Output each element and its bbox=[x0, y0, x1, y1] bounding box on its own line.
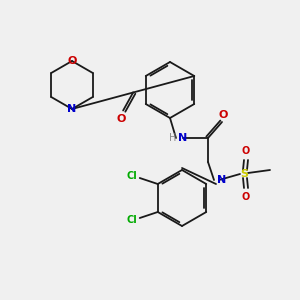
Text: S: S bbox=[240, 169, 248, 179]
Text: N: N bbox=[217, 175, 226, 185]
Text: O: O bbox=[116, 115, 126, 124]
Text: H: H bbox=[169, 133, 177, 143]
Text: O: O bbox=[218, 110, 228, 120]
Text: N: N bbox=[178, 133, 187, 143]
Text: Cl: Cl bbox=[126, 215, 137, 225]
Text: O: O bbox=[67, 56, 77, 66]
Text: Cl: Cl bbox=[126, 171, 137, 181]
Text: O: O bbox=[242, 146, 250, 156]
Text: N: N bbox=[68, 104, 76, 114]
Text: O: O bbox=[242, 192, 250, 202]
